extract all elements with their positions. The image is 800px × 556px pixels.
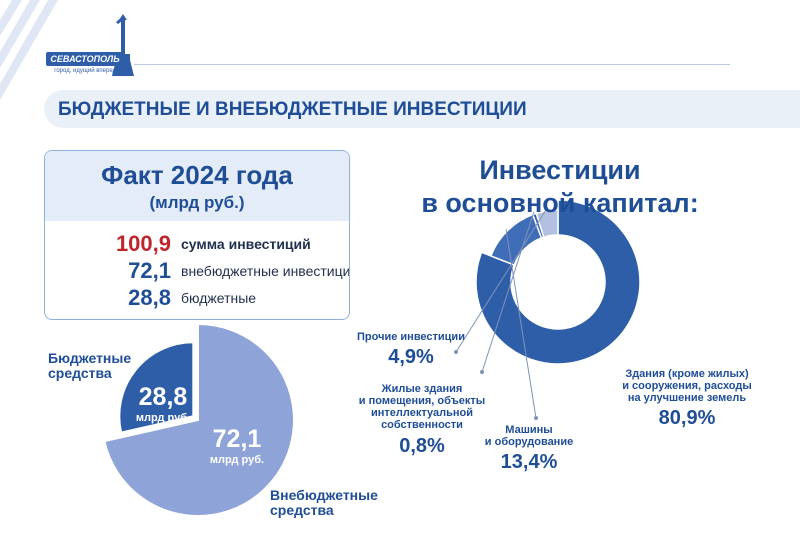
- title-band: БЮДЖЕТНЫЕ И ВНЕБЮДЖЕТНЫЕ ИНВЕСТИЦИИ: [44, 90, 800, 128]
- donut-slice: [475, 199, 641, 365]
- leader-dot: [480, 370, 484, 374]
- fact-row-extrabudget: 72,1 внебюджетные инвестиции: [45, 258, 350, 284]
- fact-label: бюджетные: [181, 290, 257, 306]
- donut-label-line: собственности: [381, 419, 463, 431]
- pie-label-line: средства: [48, 365, 112, 381]
- donut-label-line: Жилые здания: [381, 383, 463, 395]
- donut-value: 80,9%: [658, 407, 716, 429]
- donut-label-line: Здания (кроме жилых): [625, 368, 749, 380]
- logo-slogan: город, идущий вперед!: [54, 68, 118, 74]
- logo: СЕВАСТОПОЛЬ город, идущий вперед!: [46, 14, 136, 76]
- leader-line: [455, 208, 548, 353]
- donut-label-machines: Машины и оборудование 13,4%: [474, 424, 584, 474]
- header-divider: [134, 64, 730, 65]
- leader-line: [505, 229, 537, 419]
- donut-label-other: Прочие инвестиции 4,9%: [356, 331, 466, 369]
- pie-unit: млрд руб.: [209, 454, 265, 466]
- fact-title: Факт 2024 года: [101, 160, 293, 190]
- fact-row-budget: 28,8 бюджетные: [45, 285, 349, 311]
- pie-value: 28,8: [138, 383, 188, 411]
- pie-label-budget: Бюджетные средства: [48, 351, 131, 381]
- donut-label-housing: Жилые здания и помещения, объекты интелл…: [352, 383, 492, 458]
- fact-value: 72,1: [128, 258, 171, 283]
- donut-label-line: и помещения, объекты: [358, 395, 486, 407]
- pie-value: 72,1: [212, 425, 262, 453]
- pie-label-line: Внебюджетные: [270, 487, 378, 503]
- leader-line: [481, 211, 535, 373]
- donut-value: 13,4%: [500, 451, 558, 473]
- donut-label-line: Машины: [505, 424, 553, 436]
- fact-label: внебюджетные инвестиции: [181, 263, 350, 279]
- fact-value: 28,8: [128, 285, 171, 310]
- pie-label-line: Бюджетные: [48, 350, 132, 366]
- leader-dot: [454, 350, 458, 354]
- donut-label-line: Прочие инвестиции: [357, 331, 465, 343]
- pie-slice: [103, 322, 295, 517]
- donut-value: 0,8%: [399, 435, 445, 457]
- page-title: БЮДЖЕТНЫЕ И ВНЕБЮДЖЕТНЫЕ ИНВЕСТИЦИИ: [58, 99, 527, 120]
- donut-label-buildings: Здания (кроме жилых) и сооружения, расхо…: [612, 368, 762, 430]
- donut-label-line: интеллектуальной: [371, 407, 473, 419]
- logo-city: СЕВАСТОПОЛЬ: [46, 52, 124, 66]
- donut-label-line: и сооружения, расходы: [622, 380, 752, 392]
- fact-row-total: 100,9 сумма инвестиций: [45, 231, 349, 257]
- pie-slice: [118, 341, 195, 434]
- fact-value: 100,9: [115, 231, 171, 256]
- pie-label-extrabudget: Внебюджетные средства: [270, 488, 378, 518]
- donut-value: 4,9%: [388, 346, 434, 368]
- fact-label: сумма инвестиций: [181, 236, 311, 252]
- donut-label-line: и оборудование: [484, 436, 574, 448]
- decorative-stripes: [0, 0, 58, 100]
- donut-title-line: в основной капитал:: [421, 188, 699, 218]
- fact-box: Факт 2024 года (млрд руб.) 100,9 сумма и…: [44, 150, 350, 320]
- pie-value-budget: 28,8 млрд руб.: [122, 383, 204, 424]
- donut-title: Инвестиции в основной капитал:: [390, 154, 730, 220]
- pie-unit: млрд руб.: [135, 412, 191, 424]
- pie-value-extrabudget: 72,1 млрд руб.: [196, 425, 278, 466]
- pie-label-line: средства: [270, 502, 334, 518]
- fact-subtitle: (млрд руб.): [149, 193, 245, 212]
- fact-header: Факт 2024 года (млрд руб.): [45, 151, 349, 221]
- donut-title-line: Инвестиции: [479, 155, 641, 185]
- leader-dot: [534, 416, 538, 420]
- donut-label-line: на улучшение земель: [627, 392, 747, 404]
